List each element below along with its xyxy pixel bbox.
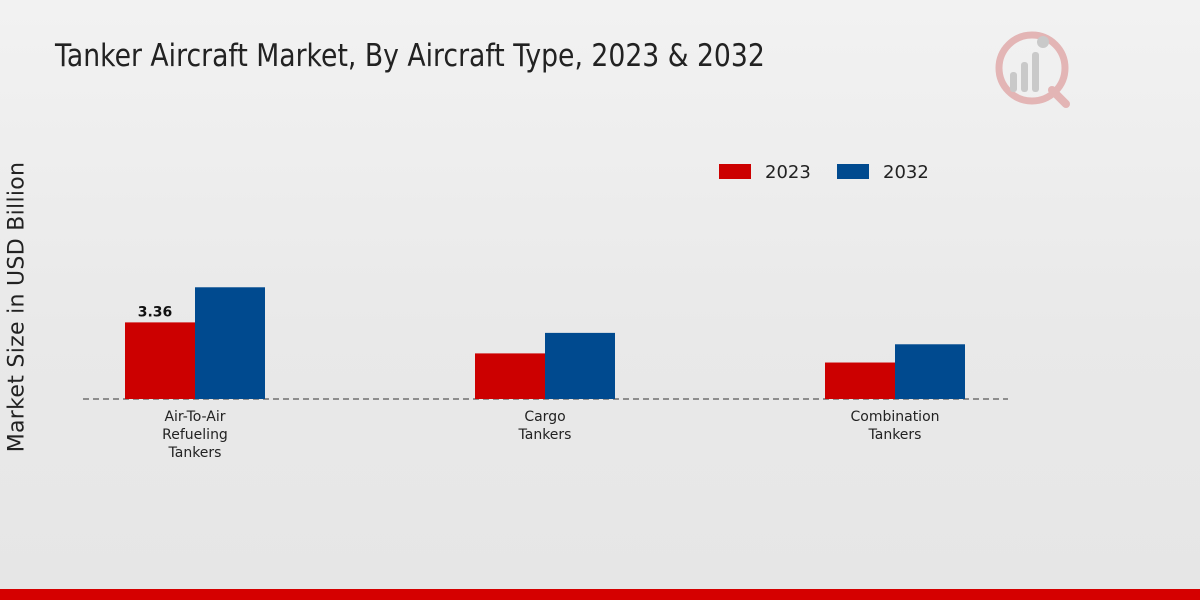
x-tick-label-0-2: Tankers bbox=[168, 445, 222, 461]
data-labels: 3.36 bbox=[138, 304, 173, 320]
legend-swatch-2032 bbox=[837, 164, 869, 179]
data-label-0: 3.36 bbox=[138, 304, 173, 320]
bar-2023-0 bbox=[125, 322, 195, 399]
legend-label-2023: 2023 bbox=[765, 162, 811, 183]
legend-swatch-2023 bbox=[719, 164, 751, 179]
legend: 2023 2032 bbox=[719, 162, 929, 183]
legend-label-2032: 2032 bbox=[883, 162, 929, 183]
chart-title: Tanker Aircraft Market, By Aircraft Type… bbox=[55, 38, 765, 74]
x-tick-labels: Air-To-Air Refueling Tankers Cargo Tankers Co… bbox=[162, 409, 939, 461]
x-tick-label-0-0: Air-To-Air bbox=[164, 409, 225, 425]
x-tick-label-0-1: Refueling bbox=[162, 427, 228, 443]
x-tick-label-2-1: Tankers bbox=[868, 427, 922, 443]
bar-2023-2 bbox=[825, 362, 895, 399]
x-tick-label-1-0: Cargo bbox=[524, 409, 565, 425]
bottom-accent-bar bbox=[0, 589, 1200, 600]
x-tick-label-2-0: Combination bbox=[850, 409, 939, 425]
bar-2032-0 bbox=[195, 287, 265, 399]
bar-2032-2 bbox=[895, 344, 965, 399]
market-research-logo-icon bbox=[995, 31, 1070, 108]
bar-2023-1 bbox=[475, 353, 545, 399]
bar-2032-1 bbox=[545, 332, 615, 399]
x-tick-label-1-1: Tankers bbox=[518, 427, 572, 443]
bars-group bbox=[125, 287, 965, 399]
